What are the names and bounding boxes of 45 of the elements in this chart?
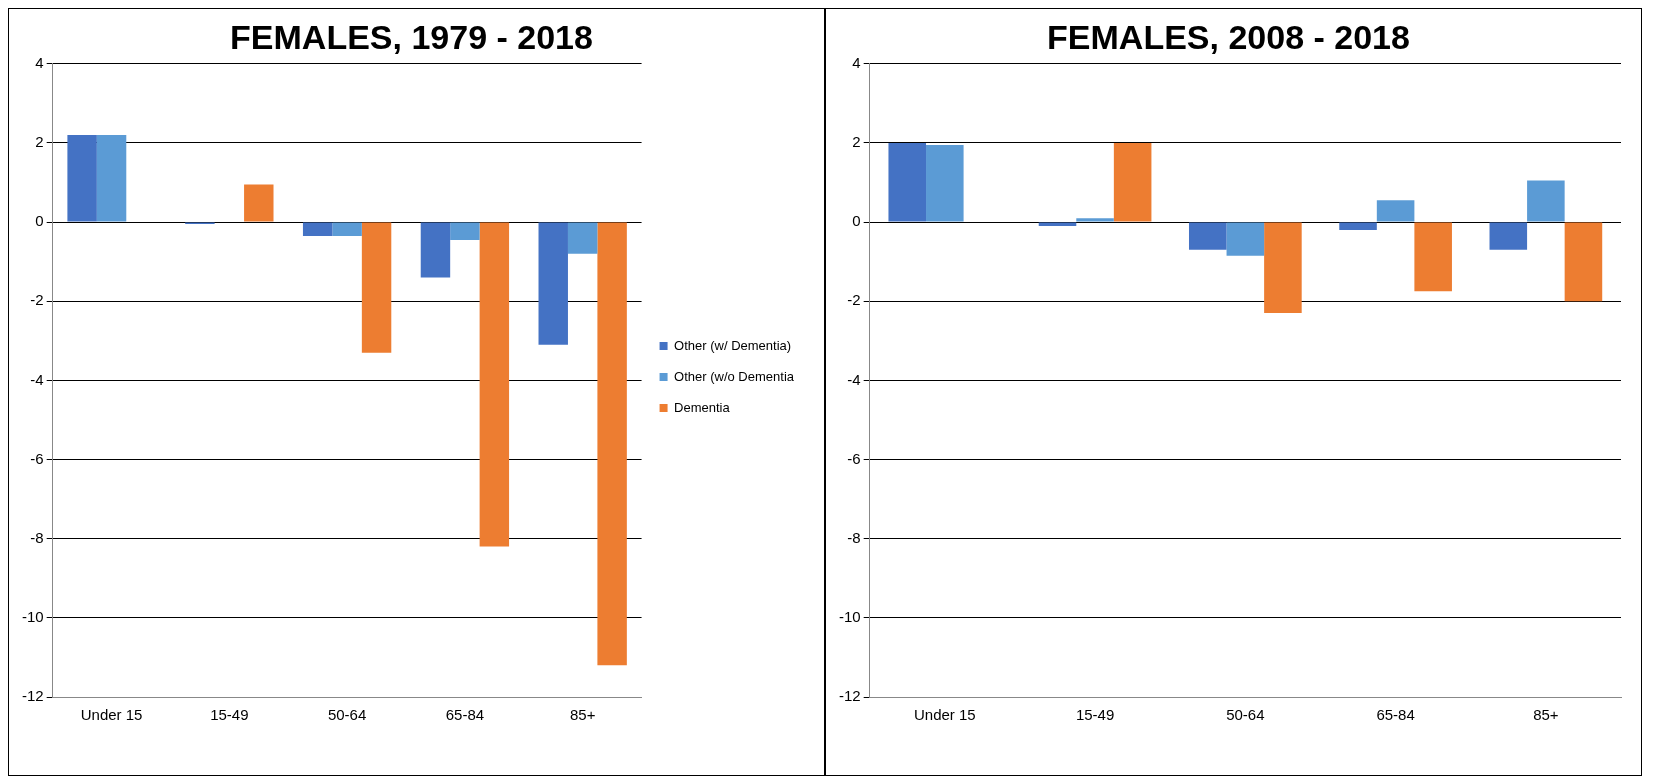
x-tick-label: Under 15 xyxy=(913,706,976,724)
chart-title: FEMALES, 2008 - 2018 xyxy=(1047,17,1410,56)
y-tick-label: 2 xyxy=(35,133,44,151)
y-tick-label: 2 xyxy=(852,133,861,151)
y-tick-label: -4 xyxy=(30,370,44,388)
bar xyxy=(479,222,510,547)
legend-label: Other (w/o Dementia xyxy=(674,368,795,384)
y-tick-label: -6 xyxy=(30,449,44,467)
legend-label: Other (w/ Dementia) xyxy=(674,337,792,353)
legend-label: Dementia xyxy=(674,399,731,415)
y-tick-label: 4 xyxy=(35,53,44,71)
bar xyxy=(96,135,127,222)
bar xyxy=(332,222,362,236)
y-tick-label: 0 xyxy=(852,212,861,230)
x-tick-label: 15-49 xyxy=(210,706,249,724)
bar xyxy=(567,222,598,254)
bar xyxy=(450,222,480,240)
y-tick-label: -6 xyxy=(847,449,861,467)
y-tick-label: -2 xyxy=(847,291,861,309)
x-tick-label: Under 15 xyxy=(80,706,143,724)
chart-title: FEMALES, 1979 - 2018 xyxy=(230,17,593,56)
y-tick-label: -12 xyxy=(21,687,44,705)
y-tick-label: -8 xyxy=(30,528,44,546)
bar xyxy=(420,222,451,278)
y-tick-label: 4 xyxy=(852,53,861,71)
bar xyxy=(244,184,274,222)
x-tick-label: 50-64 xyxy=(1226,706,1265,724)
x-tick-label: 85+ xyxy=(569,706,596,724)
y-tick-label: -10 xyxy=(838,607,861,625)
x-tick-label: 15-49 xyxy=(1075,706,1115,724)
y-tick-label: -2 xyxy=(30,291,44,309)
bar xyxy=(538,222,568,345)
x-tick-label: 85+ xyxy=(1533,706,1559,724)
bar xyxy=(361,222,392,353)
y-tick-label: -4 xyxy=(847,370,861,388)
bar xyxy=(302,222,333,236)
x-tick-label: 65-84 xyxy=(1376,706,1415,724)
y-tick-label: -12 xyxy=(838,687,861,705)
bar xyxy=(597,222,627,666)
bar xyxy=(67,135,97,222)
x-tick-label: 65-84 xyxy=(445,706,485,724)
x-tick-label: 50-64 xyxy=(327,706,367,724)
y-tick-label: 0 xyxy=(35,212,44,230)
y-tick-label: -8 xyxy=(847,528,861,546)
y-tick-label: -10 xyxy=(21,607,44,625)
